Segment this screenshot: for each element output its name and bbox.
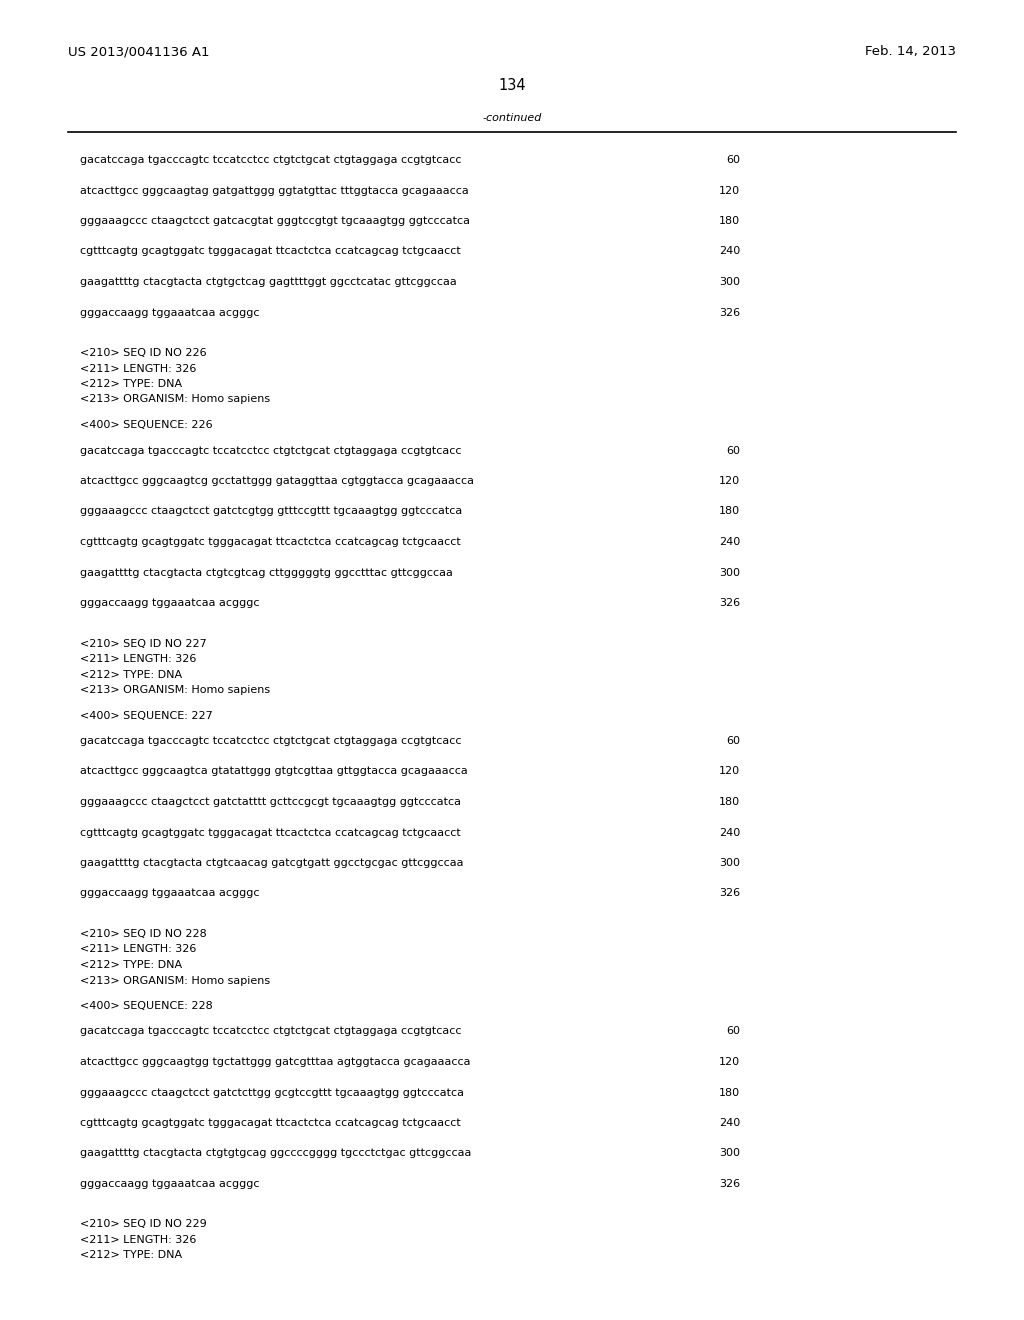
Text: -continued: -continued	[482, 114, 542, 123]
Text: US 2013/0041136 A1: US 2013/0041136 A1	[68, 45, 210, 58]
Text: <213> ORGANISM: Homo sapiens: <213> ORGANISM: Homo sapiens	[80, 975, 270, 986]
Text: gaagattttg ctacgtacta ctgtcaacag gatcgtgatt ggcctgcgac gttcggccaa: gaagattttg ctacgtacta ctgtcaacag gatcgtg…	[80, 858, 464, 869]
Text: 240: 240	[719, 1118, 740, 1129]
Text: 120: 120	[719, 767, 740, 776]
Text: 240: 240	[719, 828, 740, 837]
Text: gggaaagccc ctaagctcct gatctcgtgg gtttccgttt tgcaaagtgg ggtcccatca: gggaaagccc ctaagctcct gatctcgtgg gtttccg…	[80, 507, 462, 516]
Text: <211> LENGTH: 326: <211> LENGTH: 326	[80, 653, 197, 664]
Text: <210> SEQ ID NO 226: <210> SEQ ID NO 226	[80, 348, 207, 358]
Text: Feb. 14, 2013: Feb. 14, 2013	[865, 45, 956, 58]
Text: gaagattttg ctacgtacta ctgtgtgcag ggccccgggg tgccctctgac gttcggccaa: gaagattttg ctacgtacta ctgtgtgcag ggccccg…	[80, 1148, 471, 1159]
Text: <212> TYPE: DNA: <212> TYPE: DNA	[80, 960, 182, 970]
Text: 180: 180	[719, 216, 740, 226]
Text: <400> SEQUENCE: 226: <400> SEQUENCE: 226	[80, 420, 213, 430]
Text: 60: 60	[726, 1027, 740, 1036]
Text: 180: 180	[719, 797, 740, 807]
Text: 180: 180	[719, 507, 740, 516]
Text: 60: 60	[726, 737, 740, 746]
Text: cgtttcagtg gcagtggatc tgggacagat ttcactctca ccatcagcag tctgcaacct: cgtttcagtg gcagtggatc tgggacagat ttcactc…	[80, 1118, 461, 1129]
Text: cgtttcagtg gcagtggatc tgggacagat ttcactctca ccatcagcag tctgcaacct: cgtttcagtg gcagtggatc tgggacagat ttcactc…	[80, 247, 461, 256]
Text: gacatccaga tgacccagtc tccatcctcc ctgtctgcat ctgtaggaga ccgtgtcacc: gacatccaga tgacccagtc tccatcctcc ctgtctg…	[80, 446, 462, 455]
Text: <210> SEQ ID NO 229: <210> SEQ ID NO 229	[80, 1220, 207, 1229]
Text: 300: 300	[719, 277, 740, 286]
Text: gacatccaga tgacccagtc tccatcctcc ctgtctgcat ctgtaggaga ccgtgtcacc: gacatccaga tgacccagtc tccatcctcc ctgtctg…	[80, 154, 462, 165]
Text: <212> TYPE: DNA: <212> TYPE: DNA	[80, 669, 182, 680]
Text: gggaaagccc ctaagctcct gatctatttt gcttccgcgt tgcaaagtgg ggtcccatca: gggaaagccc ctaagctcct gatctatttt gcttccg…	[80, 797, 461, 807]
Text: atcacttgcc gggcaagtca gtatattggg gtgtcgttaa gttggtacca gcagaaacca: atcacttgcc gggcaagtca gtatattggg gtgtcgt…	[80, 767, 468, 776]
Text: 134: 134	[499, 78, 525, 92]
Text: 300: 300	[719, 858, 740, 869]
Text: 120: 120	[719, 1057, 740, 1067]
Text: 60: 60	[726, 446, 740, 455]
Text: <211> LENGTH: 326: <211> LENGTH: 326	[80, 945, 197, 954]
Text: <213> ORGANISM: Homo sapiens: <213> ORGANISM: Homo sapiens	[80, 685, 270, 696]
Text: 326: 326	[719, 888, 740, 899]
Text: <212> TYPE: DNA: <212> TYPE: DNA	[80, 379, 182, 389]
Text: cgtttcagtg gcagtggatc tgggacagat ttcactctca ccatcagcag tctgcaacct: cgtttcagtg gcagtggatc tgggacagat ttcactc…	[80, 828, 461, 837]
Text: 60: 60	[726, 154, 740, 165]
Text: gacatccaga tgacccagtc tccatcctcc ctgtctgcat ctgtaggaga ccgtgtcacc: gacatccaga tgacccagtc tccatcctcc ctgtctg…	[80, 737, 462, 746]
Text: gaagattttg ctacgtacta ctgtcgtcag cttgggggtg ggcctttac gttcggccaa: gaagattttg ctacgtacta ctgtcgtcag cttgggg…	[80, 568, 453, 578]
Text: 326: 326	[719, 598, 740, 609]
Text: cgtttcagtg gcagtggatc tgggacagat ttcactctca ccatcagcag tctgcaacct: cgtttcagtg gcagtggatc tgggacagat ttcactc…	[80, 537, 461, 546]
Text: 300: 300	[719, 568, 740, 578]
Text: 326: 326	[719, 308, 740, 318]
Text: 240: 240	[719, 537, 740, 546]
Text: atcacttgcc gggcaagtag gatgattggg ggtatgttac tttggtacca gcagaaacca: atcacttgcc gggcaagtag gatgattggg ggtatgt…	[80, 186, 469, 195]
Text: 180: 180	[719, 1088, 740, 1097]
Text: <400> SEQUENCE: 228: <400> SEQUENCE: 228	[80, 1001, 213, 1011]
Text: atcacttgcc gggcaagtgg tgctattggg gatcgtttaa agtggtacca gcagaaacca: atcacttgcc gggcaagtgg tgctattggg gatcgtt…	[80, 1057, 470, 1067]
Text: 120: 120	[719, 186, 740, 195]
Text: 326: 326	[719, 1179, 740, 1189]
Text: gacatccaga tgacccagtc tccatcctcc ctgtctgcat ctgtaggaga ccgtgtcacc: gacatccaga tgacccagtc tccatcctcc ctgtctg…	[80, 1027, 462, 1036]
Text: gggaccaagg tggaaatcaa acgggc: gggaccaagg tggaaatcaa acgggc	[80, 308, 259, 318]
Text: <210> SEQ ID NO 228: <210> SEQ ID NO 228	[80, 929, 207, 939]
Text: 240: 240	[719, 247, 740, 256]
Text: <211> LENGTH: 326: <211> LENGTH: 326	[80, 1236, 197, 1245]
Text: <211> LENGTH: 326: <211> LENGTH: 326	[80, 363, 197, 374]
Text: <210> SEQ ID NO 227: <210> SEQ ID NO 227	[80, 639, 207, 648]
Text: <213> ORGANISM: Homo sapiens: <213> ORGANISM: Homo sapiens	[80, 395, 270, 404]
Text: <212> TYPE: DNA: <212> TYPE: DNA	[80, 1250, 182, 1261]
Text: <400> SEQUENCE: 227: <400> SEQUENCE: 227	[80, 710, 213, 721]
Text: gggaccaagg tggaaatcaa acgggc: gggaccaagg tggaaatcaa acgggc	[80, 888, 259, 899]
Text: gggaaagccc ctaagctcct gatctcttgg gcgtccgttt tgcaaagtgg ggtcccatca: gggaaagccc ctaagctcct gatctcttgg gcgtccg…	[80, 1088, 464, 1097]
Text: atcacttgcc gggcaagtcg gcctattggg gataggttaa cgtggtacca gcagaaacca: atcacttgcc gggcaagtcg gcctattggg gataggt…	[80, 477, 474, 486]
Text: gggaaagccc ctaagctcct gatcacgtat gggtccgtgt tgcaaagtgg ggtcccatca: gggaaagccc ctaagctcct gatcacgtat gggtccg…	[80, 216, 470, 226]
Text: 300: 300	[719, 1148, 740, 1159]
Text: 120: 120	[719, 477, 740, 486]
Text: gggaccaagg tggaaatcaa acgggc: gggaccaagg tggaaatcaa acgggc	[80, 1179, 259, 1189]
Text: gggaccaagg tggaaatcaa acgggc: gggaccaagg tggaaatcaa acgggc	[80, 598, 259, 609]
Text: gaagattttg ctacgtacta ctgtgctcag gagttttggt ggcctcatac gttcggccaa: gaagattttg ctacgtacta ctgtgctcag gagtttt…	[80, 277, 457, 286]
